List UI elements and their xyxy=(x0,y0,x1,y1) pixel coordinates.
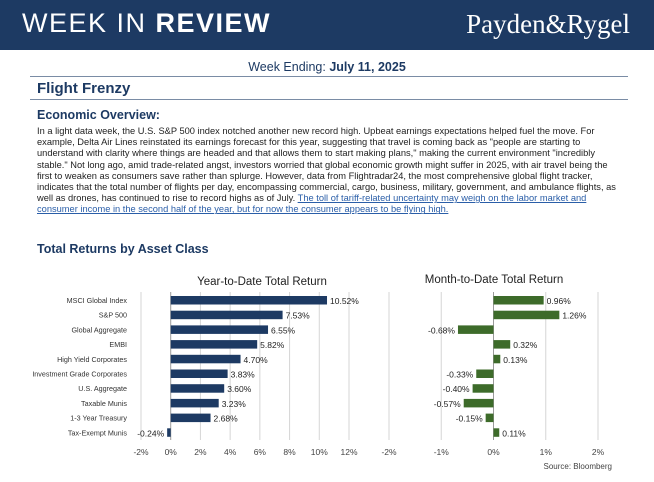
mtd-bar xyxy=(493,340,511,349)
ytd-bar xyxy=(170,369,228,378)
mtd-bar xyxy=(493,310,560,320)
title-bold: REVIEW xyxy=(155,8,272,38)
overview-heading: Economic Overview: xyxy=(37,108,160,122)
newsletter-title: WEEK IN REVIEW xyxy=(22,8,271,39)
headline: Flight Frenzy xyxy=(37,80,131,97)
ytd-value-label: 2.68% xyxy=(214,414,239,424)
mtd-bar xyxy=(476,369,494,378)
week-ending-line: Week Ending: July 11, 2025 xyxy=(0,60,654,74)
ytd-category-label: S&P 500 xyxy=(99,311,127,320)
ytd-value-label: 3.60% xyxy=(227,384,252,394)
overview-link[interactable]: The toll of tariff-related uncertainty m… xyxy=(37,193,587,215)
ytd-bar xyxy=(170,398,219,408)
section-title: Total Returns by Asset Class xyxy=(37,242,209,256)
ytd-bar xyxy=(170,310,283,320)
mtd-bar xyxy=(493,354,501,364)
ytd-bar xyxy=(170,384,225,393)
ytd-bar xyxy=(170,340,258,349)
ytd-bar xyxy=(170,296,328,305)
ytd-tick-label: 8% xyxy=(283,447,296,457)
ytd-bar xyxy=(167,428,171,437)
mtd-bar xyxy=(493,428,500,437)
divider xyxy=(30,76,628,77)
mtd-bar xyxy=(457,325,494,334)
ytd-category-label: U.S. Aggregate xyxy=(78,384,127,393)
mtd-bar xyxy=(493,296,544,305)
ytd-category-label: EMBI xyxy=(109,340,127,349)
mtd-value-label: 0.96% xyxy=(547,296,572,306)
mtd-value-label: 0.32% xyxy=(513,340,538,350)
mtd-chart-title: Month-to-Date Total Return xyxy=(425,274,564,286)
ytd-value-label: 5.82% xyxy=(260,340,285,350)
ytd-category-label: Tax-Exempt Munis xyxy=(68,428,128,437)
mtd-value-label: -0.15% xyxy=(456,414,483,424)
week-ending-date: July 11, 2025 xyxy=(329,60,406,74)
ytd-tick-label: 2% xyxy=(194,447,207,457)
ytd-category-label: Global Aggregate xyxy=(71,325,127,334)
ytd-category-label: MSCI Global Index xyxy=(67,296,128,305)
mtd-bar xyxy=(472,384,494,393)
ytd-value-label: 3.23% xyxy=(222,399,247,409)
overview-body: In a light data week, the U.S. S&P 500 i… xyxy=(37,126,617,216)
ytd-bar xyxy=(170,354,241,364)
mtd-tick-label: 1% xyxy=(540,447,553,457)
mtd-tick-label: 2% xyxy=(592,447,605,457)
mtd-value-label: 0.13% xyxy=(503,355,528,365)
mtd-value-label: -0.57% xyxy=(434,399,461,409)
brand-logo: Payden&Rygel xyxy=(466,9,630,39)
mtd-value-label: 0.11% xyxy=(502,428,526,438)
ytd-category-label: 1-3 Year Treasury xyxy=(70,414,127,423)
mtd-tick-label: 0% xyxy=(487,447,500,457)
week-ending-label: Week Ending: xyxy=(248,60,330,74)
ytd-value-label: 6.55% xyxy=(271,325,296,335)
ytd-bar xyxy=(170,413,211,423)
mtd-bar xyxy=(463,398,494,408)
overview-text: In a light data week, the U.S. S&P 500 i… xyxy=(37,126,616,204)
ytd-category-label: Investment Grade Corporates xyxy=(32,370,127,379)
ytd-tick-label: 0% xyxy=(165,447,178,457)
ytd-category-label: Taxable Munis xyxy=(81,399,127,408)
ytd-value-label: 3.83% xyxy=(231,370,256,380)
ytd-value-label: 4.70% xyxy=(244,355,269,365)
mtd-tick-label: -1% xyxy=(434,447,450,457)
ytd-tick-label: 4% xyxy=(224,447,237,457)
divider xyxy=(30,99,628,100)
ytd-bar xyxy=(170,325,269,334)
ytd-tick-label: 10% xyxy=(311,447,328,457)
source-note: Source: Bloomberg xyxy=(544,462,612,471)
ytd-value-label: 7.53% xyxy=(286,311,311,321)
mtd-tick-label: -2% xyxy=(381,447,397,457)
ytd-chart-title: Year-to-Date Total Return xyxy=(197,276,327,288)
ytd-value-label: 10.52% xyxy=(330,296,359,306)
header-banner: WEEK IN REVIEW Payden&Rygel xyxy=(0,0,654,50)
mtd-bar xyxy=(485,413,494,423)
mtd-value-label: -0.68% xyxy=(428,325,455,335)
mtd-value-label: 1.26% xyxy=(562,311,587,321)
title-regular: WEEK IN xyxy=(22,8,156,38)
mtd-value-label: -0.40% xyxy=(443,384,470,394)
mtd-value-label: -0.33% xyxy=(446,370,473,380)
ytd-value-label: -0.24% xyxy=(137,428,164,438)
ytd-category-label: High Yield Corporates xyxy=(57,355,127,364)
ytd-tick-label: 6% xyxy=(254,447,267,457)
ytd-tick-label: -2% xyxy=(133,447,149,457)
ytd-tick-label: 12% xyxy=(340,447,357,457)
